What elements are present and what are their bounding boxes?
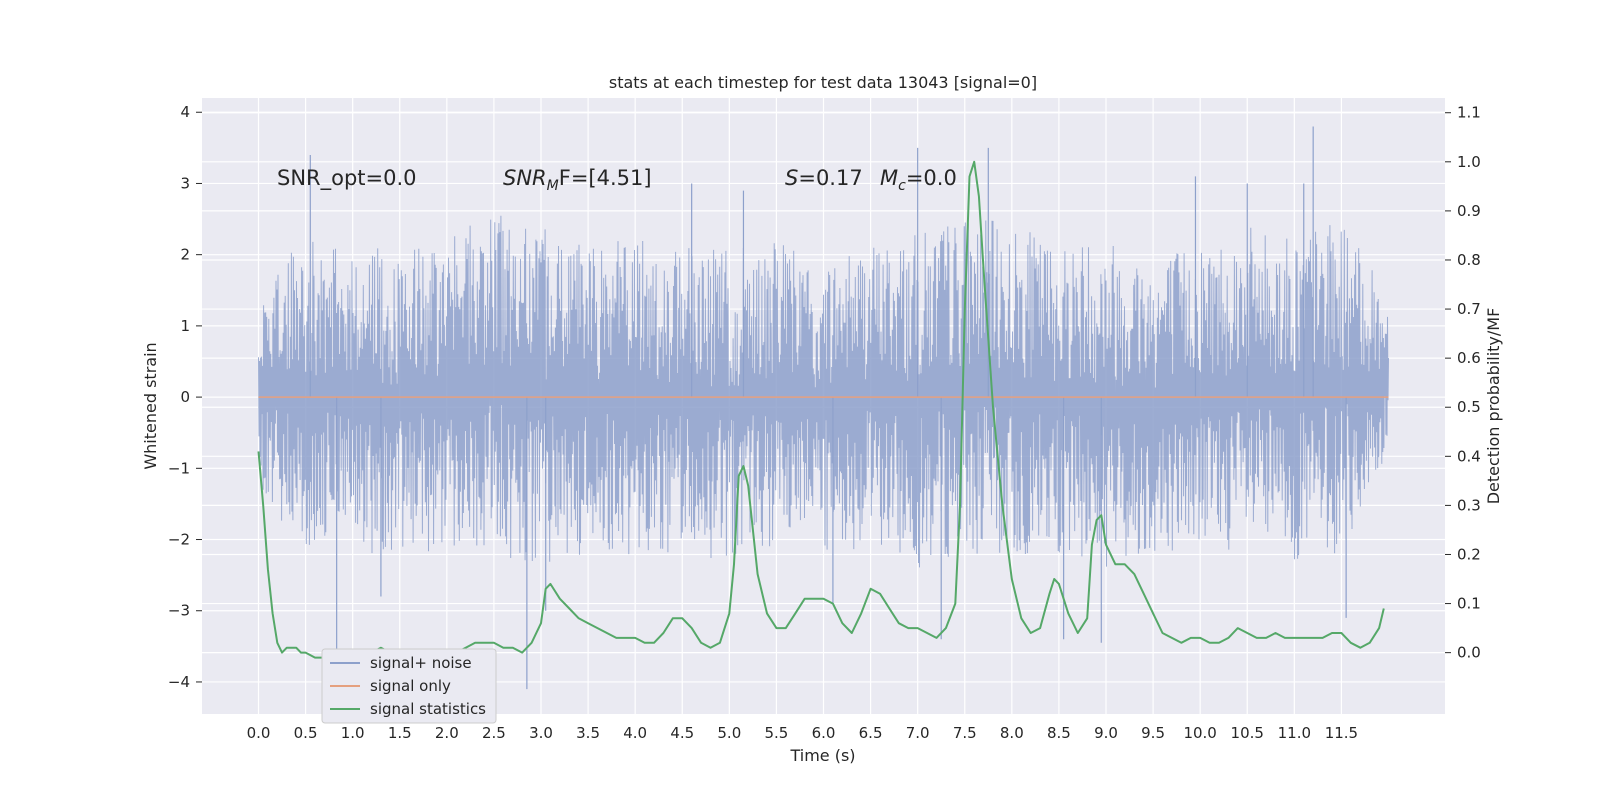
y-axis-label: Whitened strain [141, 342, 160, 469]
annotation-snr-mf: SNRMF=[4.51] [503, 166, 652, 194]
x-tick-label: 11.5 [1325, 724, 1358, 742]
y-tick-label-right: 0.0 [1457, 644, 1481, 662]
x-tick-label: 4.0 [623, 724, 647, 742]
x-tick-label: 5.5 [764, 724, 788, 742]
annotation-snr-mf-tail: F=[4.51] [559, 166, 652, 190]
y-tick-label: −2 [168, 531, 190, 549]
x-tick-label: 10.0 [1183, 724, 1216, 742]
y-tick-label-right: 0.9 [1457, 202, 1481, 220]
x-tick-label: 6.0 [812, 724, 836, 742]
legend-label-signal-statistics: signal statistics [370, 700, 486, 718]
x-tick-label: 0.0 [247, 724, 271, 742]
x-tick-label: 3.5 [576, 724, 600, 742]
y-tick-label-right: 0.6 [1457, 349, 1481, 367]
y-tick-label-right: 0.4 [1457, 447, 1481, 465]
x-tick-label: 10.5 [1231, 724, 1264, 742]
x-tick-label: 5.0 [717, 724, 741, 742]
x-tick-label: 9.5 [1141, 724, 1165, 742]
chart-title: stats at each timestep for test data 130… [609, 73, 1037, 92]
y-tick-label-right: 0.5 [1457, 398, 1481, 416]
legend: signal+ noise signal only signal statist… [321, 648, 497, 724]
x-tick-label: 0.5 [294, 724, 318, 742]
x-tick-label: 1.0 [341, 724, 365, 742]
x-tick-label: 6.5 [859, 724, 883, 742]
x-tick-label: 3.0 [529, 724, 553, 742]
y-tick-label-right: 0.3 [1457, 496, 1481, 514]
y-tick-label-right: 1.0 [1457, 153, 1481, 171]
x-tick-label: 8.5 [1047, 724, 1071, 742]
x-tick-label: 1.5 [388, 724, 412, 742]
x-tick-label: 4.5 [670, 724, 694, 742]
legend-label-signal-noise: signal+ noise [370, 654, 472, 672]
y-tick-label: 0 [180, 388, 190, 406]
annotation-mc-tail: =0.0 [906, 166, 957, 190]
x-tick-label: 2.0 [435, 724, 459, 742]
x-tick-label: 8.0 [1000, 724, 1024, 742]
y-tick-label-right: 0.7 [1457, 300, 1481, 318]
y-tick-label: 3 [180, 174, 190, 192]
annotation-s-tail: =0.17 [798, 166, 862, 190]
y-tick-label: 1 [180, 317, 190, 335]
y-axis-label-right: Detection probability/MF [1484, 308, 1503, 505]
x-tick-label: 2.5 [482, 724, 506, 742]
y-tick-label-right: 0.1 [1457, 595, 1481, 613]
x-tick-label: 7.0 [906, 724, 930, 742]
annotation-mc: Mc=0.0 [880, 166, 957, 194]
y-tick-label: −1 [168, 459, 190, 477]
y-tick-label: −4 [168, 673, 190, 691]
y-tick-label: 2 [180, 246, 190, 264]
series-signal-noise [258, 215, 1389, 568]
legend-box [321, 648, 497, 724]
annotation-s-main: S [785, 166, 798, 190]
annotation-snr-opt: SNR_opt=0.0 [277, 166, 417, 191]
y-tick-label: 4 [180, 103, 190, 121]
legend-label-signal-only: signal only [370, 677, 451, 695]
x-tick-label: 7.5 [953, 724, 977, 742]
x-tick-label: 9.0 [1094, 724, 1118, 742]
tick-layer: 0.0 0.5 1.0 1.5 2.0 2.5 3.0 3.5 4.0 4.5 5.0 5.5 6.0 6… [168, 103, 1481, 742]
annotation-snr-mf-main: SNR [503, 166, 547, 190]
annotation-mc-main: M [880, 166, 898, 190]
x-tick-label: 11.0 [1278, 724, 1311, 742]
annotation-snr-mf-sub: M [547, 178, 559, 194]
noise-series-layer [258, 126, 1389, 690]
y-tick-label-right: 0.8 [1457, 251, 1481, 269]
annotation-s: S=0.17 [785, 166, 863, 190]
y-tick-label: −3 [168, 602, 190, 620]
y-tick-label-right: 1.1 [1457, 104, 1481, 122]
x-axis-label: Time (s) [789, 746, 855, 765]
y-tick-label-right: 0.2 [1457, 545, 1481, 563]
annotation-mc-sub: c [898, 178, 906, 194]
